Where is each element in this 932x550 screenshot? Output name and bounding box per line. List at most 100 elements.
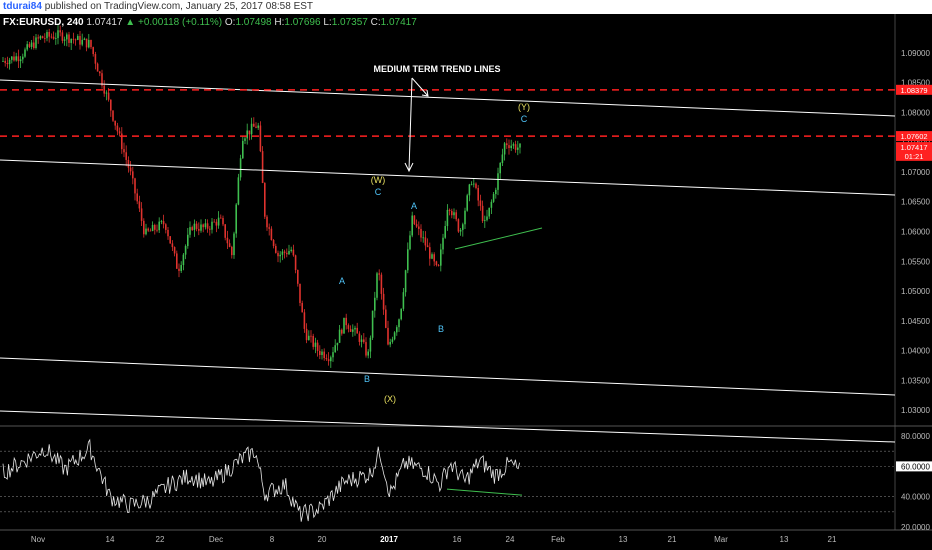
- candle-body: [413, 215, 416, 225]
- candle-body: [354, 327, 356, 330]
- candle-body: [336, 342, 339, 346]
- candle-body: [215, 221, 218, 226]
- wave-label-5: (X): [384, 394, 396, 404]
- candle-body: [138, 201, 141, 209]
- time-tick-13: Mar: [714, 535, 728, 544]
- candle-body: [257, 125, 259, 128]
- candle-body: [457, 219, 460, 232]
- candle-body: [50, 36, 53, 38]
- price-axis[interactable]: 1.090001.085001.080001.075001.070001.065…: [896, 49, 932, 532]
- candle-body: [374, 297, 376, 311]
- candle-body: [94, 54, 97, 64]
- candle-body: [367, 351, 369, 356]
- candle-body: [303, 312, 306, 329]
- candle-body: [481, 205, 484, 222]
- rsi-panel: [0, 438, 895, 522]
- time-tick-14: 13: [780, 535, 789, 544]
- candle-body: [492, 194, 495, 202]
- candle-body: [220, 217, 222, 219]
- candle-body: [365, 342, 367, 356]
- candle-body: [235, 204, 237, 234]
- candle-body: [411, 215, 413, 236]
- high-label: H:: [274, 17, 285, 28]
- candle-body: [510, 145, 512, 149]
- time-tick-5: 8: [270, 535, 275, 544]
- candle-body: [2, 60, 4, 62]
- candle-body: [338, 329, 341, 343]
- rsi-divergence-line: [446, 488, 523, 496]
- wave-label-2: B: [364, 374, 370, 384]
- candle-body: [466, 195, 468, 211]
- open-label: O:: [224, 17, 236, 28]
- candle-body: [68, 34, 70, 43]
- price-tag-2: 1.07602: [900, 132, 927, 141]
- candle-body: [134, 178, 136, 194]
- candle-body: [259, 125, 262, 152]
- candle-body: [279, 254, 281, 257]
- author-link[interactable]: tdurai84: [3, 1, 42, 12]
- candle-body: [319, 350, 321, 355]
- candle-body: [286, 252, 288, 255]
- trend-lines[interactable]: [0, 79, 896, 443]
- candle-body: [198, 228, 200, 231]
- candle-body: [281, 251, 284, 255]
- support-trend-line: [454, 227, 543, 250]
- candle-body: [422, 237, 424, 239]
- candle-body: [270, 228, 273, 241]
- candle-body: [330, 357, 332, 362]
- price-tag-3: 1.07417: [900, 143, 927, 152]
- low-value: 1.07357: [331, 17, 368, 28]
- price-tick-10: 1.04500: [901, 317, 930, 326]
- candle-body: [217, 217, 220, 226]
- candle-body: [305, 328, 308, 341]
- close-value: 1.07417: [380, 17, 417, 28]
- candle-body: [96, 63, 99, 72]
- candle-body: [224, 224, 226, 238]
- candle-body: [162, 221, 165, 225]
- candle-body: [114, 120, 116, 126]
- symbol-label[interactable]: FX:EURUSD, 240: [3, 17, 84, 28]
- price-tick-11: 1.04000: [901, 347, 930, 356]
- candle-body: [70, 38, 72, 43]
- candle-body: [6, 62, 9, 65]
- resistance-levels[interactable]: [0, 89, 895, 250]
- candle-body: [46, 32, 48, 39]
- candle-body: [167, 229, 169, 237]
- candle-body: [195, 223, 198, 229]
- candle-body: [393, 332, 396, 340]
- candle-body: [435, 261, 438, 266]
- candle-body: [48, 32, 50, 37]
- rsi-line: [2, 438, 520, 522]
- candle-body: [389, 341, 391, 345]
- candle-body: [308, 335, 310, 341]
- candle-body: [398, 319, 400, 328]
- candle-body: [391, 339, 394, 342]
- candle-body: [382, 293, 385, 310]
- candle-body: [211, 221, 213, 230]
- candle-body: [143, 220, 145, 235]
- price-tick-1: 1.09000: [901, 49, 930, 58]
- candle-body: [44, 38, 46, 39]
- candle-body: [294, 255, 297, 270]
- candle-body: [158, 221, 160, 231]
- candle-body: [41, 36, 44, 39]
- candle-body: [470, 184, 473, 186]
- candle-body: [266, 216, 268, 228]
- candle-body: [52, 36, 55, 39]
- candle-body: [37, 37, 39, 39]
- candle-body: [35, 37, 37, 48]
- candle-body: [244, 138, 246, 141]
- candle-body: [275, 246, 277, 253]
- candle-body: [292, 249, 295, 256]
- publish-text: published on TradingView.com, January 25…: [44, 1, 314, 12]
- candle-body: [341, 329, 343, 334]
- candle-body: [459, 229, 462, 232]
- candle-body: [209, 228, 211, 230]
- up-arrow-icon: ▲: [125, 17, 136, 28]
- candle-body: [343, 317, 345, 334]
- time-axis[interactable]: Nov 14 22 Dec 8 20 2017 16 24 Feb 13 21 Mar 13 21: [31, 535, 837, 544]
- time-tick-4: Dec: [209, 535, 223, 544]
- close-label: C:: [370, 17, 381, 28]
